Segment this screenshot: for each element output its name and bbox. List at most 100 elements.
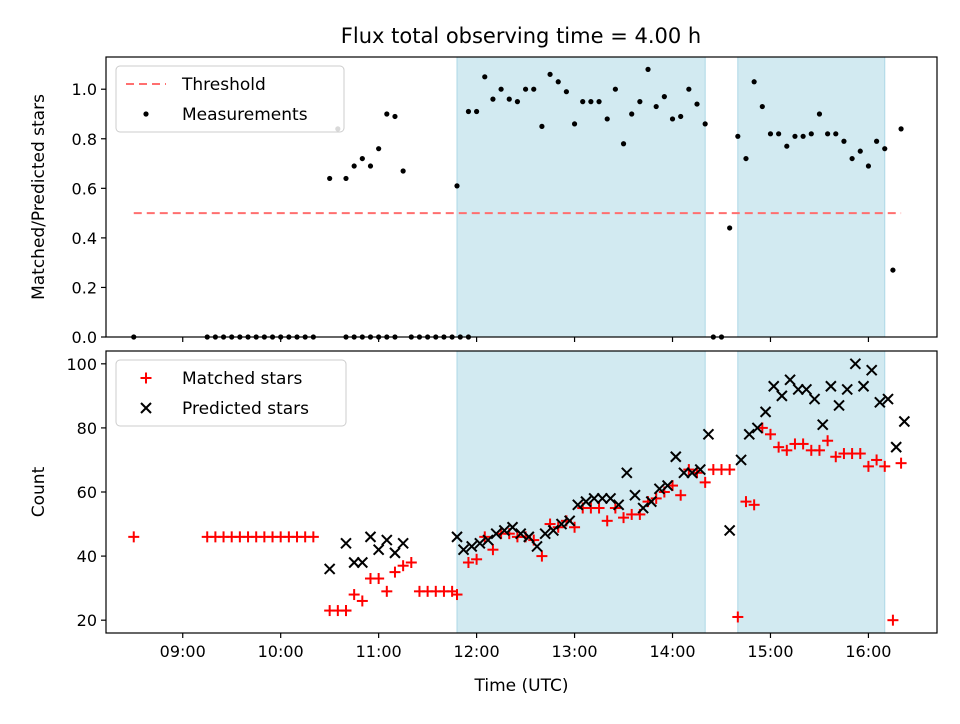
predicted-star-point xyxy=(800,383,813,396)
legend: Threshold Measurements xyxy=(115,65,345,133)
y-tick-label: 80 xyxy=(77,419,97,438)
x-tick-label: 12:00 xyxy=(454,642,500,661)
measurement-point xyxy=(359,155,365,162)
predicted-star-point xyxy=(849,358,862,370)
y-tick-label: 0.8 xyxy=(72,130,97,149)
measurement-point xyxy=(392,113,398,120)
matched-star-point xyxy=(451,589,463,601)
matched-star-point xyxy=(128,531,140,543)
predicted-star-point xyxy=(580,495,592,508)
matched-star-point xyxy=(536,550,548,562)
legend-label: Matched stars xyxy=(182,369,302,389)
measurement-point xyxy=(751,79,757,85)
x-marker-b xyxy=(890,441,902,453)
predicted-star-point xyxy=(490,527,502,540)
measurement-point xyxy=(678,113,684,120)
x-marker-b xyxy=(340,537,352,549)
predicted-star-point xyxy=(457,543,470,556)
predicted-star-point xyxy=(792,383,804,396)
predicted-star-point xyxy=(514,527,527,540)
predicted-star-point xyxy=(890,441,902,453)
predicted-star-point xyxy=(397,537,409,549)
measurement-point xyxy=(571,121,578,127)
measurement-point xyxy=(735,133,741,139)
matched-star-point xyxy=(854,448,866,460)
predicted-star-point xyxy=(555,518,568,530)
x-tick-label: 09:00 xyxy=(160,642,206,661)
x-marker-b xyxy=(348,556,360,569)
figure-title: Flux total observing time = 4.00 h xyxy=(341,24,701,48)
measurement-point xyxy=(702,121,708,127)
y-tick-label: 100 xyxy=(66,355,97,374)
predicted-star-point xyxy=(865,364,878,376)
predicted-star-point xyxy=(637,502,649,514)
x-marker-b xyxy=(678,467,690,479)
matched-star-point xyxy=(650,492,662,504)
predicted-star-point xyxy=(759,406,772,418)
x-marker-b xyxy=(825,380,837,392)
measurement-point xyxy=(873,138,880,144)
x-tick-label: 16:00 xyxy=(845,642,891,661)
predicted-star-point xyxy=(784,374,796,386)
predicted-star-point xyxy=(825,380,837,392)
measurement-point xyxy=(367,163,374,169)
measurement-point xyxy=(841,138,847,144)
measurement-point xyxy=(498,86,504,92)
matched-star-point xyxy=(348,589,360,601)
matched-star-point xyxy=(373,573,385,585)
measurement-point xyxy=(808,131,814,137)
measurement-point xyxy=(694,101,700,107)
predicted-star-point xyxy=(340,537,352,549)
x-marker-b xyxy=(588,492,600,505)
predicted-star-point xyxy=(661,479,674,492)
measurement-point xyxy=(825,131,831,137)
x-marker-b xyxy=(784,374,796,386)
predicted-star-point xyxy=(547,524,560,537)
matched-star-point xyxy=(462,557,474,568)
predicted-star-point xyxy=(776,390,788,402)
measurement-point xyxy=(563,89,569,95)
predicted-star-point xyxy=(735,454,747,466)
x-marker-b xyxy=(364,531,377,543)
measurement-point xyxy=(454,183,460,189)
top-panel: 0.0 0.2 0.4 0.6 0.8 1.0 Matched/Predicted star… xyxy=(29,56,938,347)
measurement-point xyxy=(588,99,594,105)
y-axis-label: Count xyxy=(29,466,49,517)
measurement-point xyxy=(669,116,676,122)
measurement-point xyxy=(327,175,333,182)
measurement-point xyxy=(727,225,733,231)
x-marker-b xyxy=(514,527,527,540)
y-tick-label: 20 xyxy=(77,611,97,630)
predicted-star-point xyxy=(653,483,666,495)
measurement-point xyxy=(890,267,896,273)
matched-star-point xyxy=(895,457,907,469)
x-marker-b xyxy=(531,540,543,553)
predicted-star-point xyxy=(356,556,369,569)
predicted-star-point xyxy=(882,393,894,405)
x-marker-b xyxy=(686,467,698,479)
measurement-point xyxy=(522,86,529,92)
predicted-star-point xyxy=(817,418,829,431)
matched-star-point xyxy=(389,566,401,578)
matched-star-point xyxy=(887,614,899,626)
measurement-point xyxy=(629,111,635,117)
matched-star-point xyxy=(593,502,605,514)
x-marker-b xyxy=(547,524,560,537)
matched-star-point xyxy=(781,444,793,456)
matched-star-point xyxy=(862,460,874,472)
x-marker-b xyxy=(723,524,736,537)
x-marker-b xyxy=(898,415,911,428)
x-marker-b xyxy=(645,495,657,508)
observing-interval-band xyxy=(456,56,706,338)
x-marker-b xyxy=(768,380,780,392)
predicted-star-point xyxy=(381,534,393,546)
x-marker-b xyxy=(629,489,641,501)
predicted-star-point xyxy=(451,531,463,543)
measurement-point xyxy=(833,131,839,137)
matched-star-point xyxy=(773,441,785,453)
x-marker-b xyxy=(580,495,592,508)
x-tick-label: 11:00 xyxy=(356,642,402,661)
series-plus xyxy=(128,422,907,626)
x-marker-b xyxy=(637,502,649,514)
